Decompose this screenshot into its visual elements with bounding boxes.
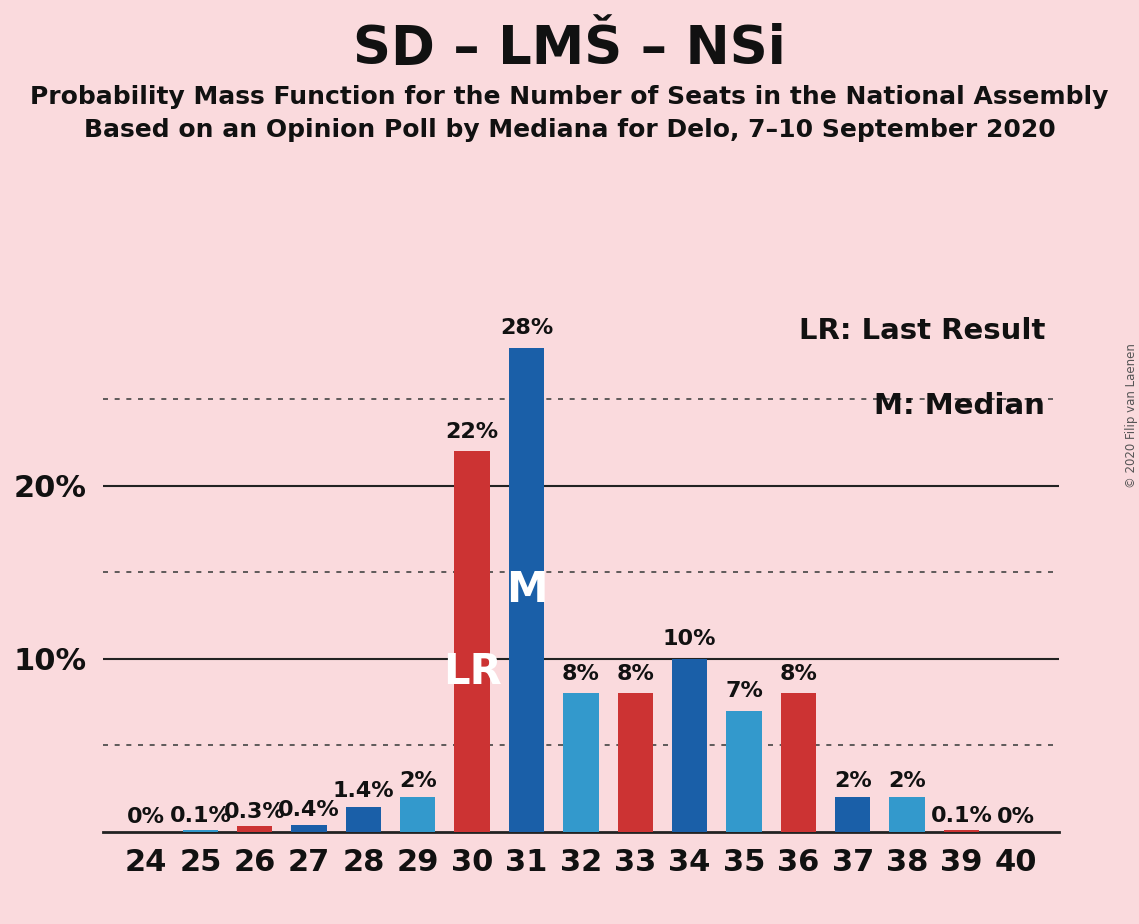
Text: © 2020 Filip van Laenen: © 2020 Filip van Laenen xyxy=(1124,344,1138,488)
Text: 0%: 0% xyxy=(128,808,165,827)
Bar xyxy=(346,808,382,832)
Bar xyxy=(182,830,218,832)
Text: LR: Last Result: LR: Last Result xyxy=(798,317,1044,346)
Text: M: Median: M: Median xyxy=(874,392,1044,420)
Text: 8%: 8% xyxy=(616,663,654,684)
Text: 8%: 8% xyxy=(779,663,818,684)
Text: Based on an Opinion Poll by Mediana for Delo, 7–10 September 2020: Based on an Opinion Poll by Mediana for … xyxy=(83,118,1056,142)
Bar xyxy=(835,797,870,832)
Text: 1.4%: 1.4% xyxy=(333,782,394,801)
Text: 2%: 2% xyxy=(834,771,871,791)
Bar xyxy=(617,693,653,832)
Text: LR: LR xyxy=(443,650,501,693)
Text: 0.1%: 0.1% xyxy=(170,806,231,825)
Text: 28%: 28% xyxy=(500,318,554,338)
Bar xyxy=(400,797,435,832)
Text: 0.1%: 0.1% xyxy=(931,806,992,825)
Bar xyxy=(672,659,707,832)
Bar xyxy=(944,830,980,832)
Text: SD – LMŠ – NSi: SD – LMŠ – NSi xyxy=(353,23,786,75)
Text: Probability Mass Function for the Number of Seats in the National Assembly: Probability Mass Function for the Number… xyxy=(31,85,1108,109)
Text: 2%: 2% xyxy=(399,771,436,791)
Text: 0.3%: 0.3% xyxy=(224,802,286,822)
Bar xyxy=(780,693,816,832)
Text: M: M xyxy=(506,568,547,611)
Text: 2%: 2% xyxy=(888,771,926,791)
Bar xyxy=(727,711,762,832)
Bar xyxy=(292,825,327,832)
Text: 22%: 22% xyxy=(445,421,499,442)
Text: 0.4%: 0.4% xyxy=(278,800,339,821)
Text: 0%: 0% xyxy=(997,808,1034,827)
Bar xyxy=(563,693,599,832)
Bar xyxy=(454,451,490,832)
Bar xyxy=(890,797,925,832)
Text: 7%: 7% xyxy=(726,681,763,701)
Bar xyxy=(509,347,544,832)
Bar xyxy=(237,826,272,832)
Text: 8%: 8% xyxy=(562,663,600,684)
Text: 10%: 10% xyxy=(663,629,716,650)
